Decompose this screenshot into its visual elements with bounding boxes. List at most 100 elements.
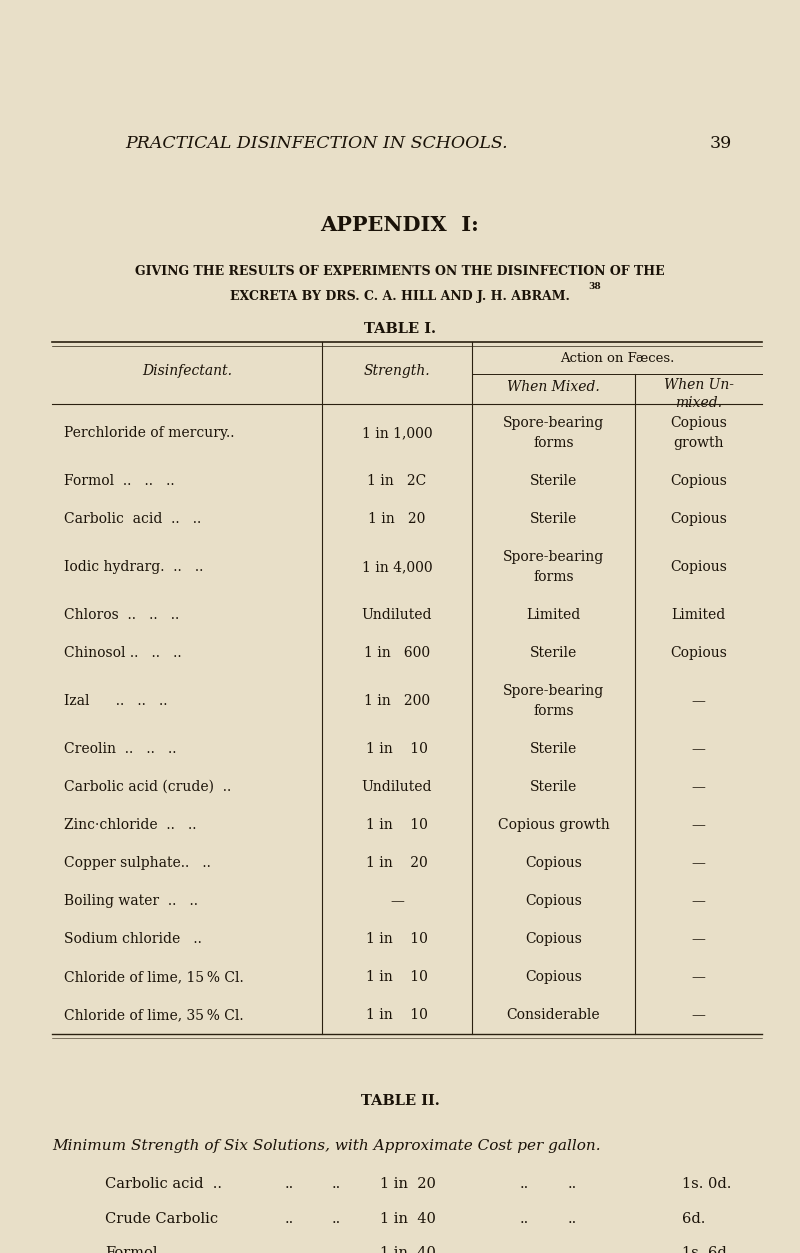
Text: ..: .. xyxy=(285,1177,294,1192)
Text: Copious: Copious xyxy=(670,560,727,574)
Text: Considerable: Considerable xyxy=(506,1007,600,1022)
Text: —: — xyxy=(691,856,706,870)
Text: ..: .. xyxy=(568,1245,578,1253)
Text: Sodium chloride   ..: Sodium chloride .. xyxy=(64,932,202,946)
Text: 1 in 1,000: 1 in 1,000 xyxy=(362,426,432,440)
Text: Carbolic acid  ..: Carbolic acid .. xyxy=(105,1177,222,1192)
Text: —: — xyxy=(691,893,706,908)
Text: APPENDIX  I:: APPENDIX I: xyxy=(321,216,479,236)
Text: Chloride of lime, 35 % Cl.: Chloride of lime, 35 % Cl. xyxy=(64,1007,244,1022)
Text: ..: .. xyxy=(285,1212,294,1225)
Text: When Mixed.: When Mixed. xyxy=(507,380,600,393)
Text: forms: forms xyxy=(533,570,574,584)
Text: Sterile: Sterile xyxy=(530,742,577,756)
Text: 1 in 4,000: 1 in 4,000 xyxy=(362,560,432,574)
Text: ..: .. xyxy=(285,1245,294,1253)
Text: ..: .. xyxy=(520,1177,530,1192)
Text: 1 in   600: 1 in 600 xyxy=(364,647,430,660)
Text: Crude Carbolic: Crude Carbolic xyxy=(105,1212,218,1225)
Text: Carbolic acid (crude)  ..: Carbolic acid (crude) .. xyxy=(64,781,231,794)
Text: Minimum Strength of Six Solutions, with Approximate Cost per gallon.: Minimum Strength of Six Solutions, with … xyxy=(52,1139,601,1153)
Text: ..: .. xyxy=(332,1245,342,1253)
Text: Limited: Limited xyxy=(526,608,581,621)
Text: —: — xyxy=(691,932,706,946)
Text: Chloros  ..   ..   ..: Chloros .. .. .. xyxy=(64,608,179,621)
Text: Copious: Copious xyxy=(670,474,727,487)
Text: 1 in    20: 1 in 20 xyxy=(366,856,428,870)
Text: forms: forms xyxy=(533,436,574,450)
Text: 1 in  40: 1 in 40 xyxy=(380,1212,436,1225)
Text: PRACTICAL DISINFECTION IN SCHOOLS.: PRACTICAL DISINFECTION IN SCHOOLS. xyxy=(125,135,508,152)
Text: Sterile: Sterile xyxy=(530,512,577,526)
Text: Copious: Copious xyxy=(670,512,727,526)
Text: 1 in    10: 1 in 10 xyxy=(366,818,428,832)
Text: 1s. 0d.: 1s. 0d. xyxy=(682,1177,731,1192)
Text: 1 in    10: 1 in 10 xyxy=(366,742,428,756)
Text: Strength.: Strength. xyxy=(364,365,430,378)
Text: Boiling water  ..   ..: Boiling water .. .. xyxy=(64,893,198,908)
Text: Copious: Copious xyxy=(525,970,582,984)
Text: —: — xyxy=(691,818,706,832)
Text: TABLE I.: TABLE I. xyxy=(364,322,436,336)
Text: Copious growth: Copious growth xyxy=(498,818,610,832)
Text: 1 in    10: 1 in 10 xyxy=(366,932,428,946)
Text: Iodic hydrarg.  ..   ..: Iodic hydrarg. .. .. xyxy=(64,560,203,574)
Text: —: — xyxy=(691,742,706,756)
Text: 1 in    10: 1 in 10 xyxy=(366,970,428,984)
Text: Copious: Copious xyxy=(670,647,727,660)
Text: Spore-bearing: Spore-bearing xyxy=(503,550,604,564)
Text: Chloride of lime, 15 % Cl.: Chloride of lime, 15 % Cl. xyxy=(64,970,244,984)
Text: ..: .. xyxy=(568,1212,578,1225)
Text: —: — xyxy=(691,694,706,708)
Text: Perchloride of mercury..: Perchloride of mercury.. xyxy=(64,426,234,440)
Text: ..: .. xyxy=(520,1245,530,1253)
Text: Spore-bearing: Spore-bearing xyxy=(503,416,604,430)
Text: Izal      ..   ..   ..: Izal .. .. .. xyxy=(64,694,167,708)
Text: 6d.: 6d. xyxy=(682,1212,706,1225)
Text: —: — xyxy=(691,1007,706,1022)
Text: 38: 38 xyxy=(588,282,601,291)
Text: —: — xyxy=(390,893,404,908)
Text: —: — xyxy=(691,970,706,984)
Text: 1 in  40: 1 in 40 xyxy=(380,1245,436,1253)
Text: Creolin  ..   ..   ..: Creolin .. .. .. xyxy=(64,742,177,756)
Text: 1 in    10: 1 in 10 xyxy=(366,1007,428,1022)
Text: GIVING THE RESULTS OF EXPERIMENTS ON THE DISINFECTION OF THE: GIVING THE RESULTS OF EXPERIMENTS ON THE… xyxy=(135,264,665,278)
Text: forms: forms xyxy=(533,704,574,718)
Text: Copious: Copious xyxy=(525,932,582,946)
Text: Disinfectant.: Disinfectant. xyxy=(142,365,232,378)
Text: Undiluted: Undiluted xyxy=(362,781,432,794)
Text: 39: 39 xyxy=(710,135,732,152)
Text: ..: .. xyxy=(332,1212,342,1225)
Text: Zinc·chloride  ..   ..: Zinc·chloride .. .. xyxy=(64,818,197,832)
Text: growth: growth xyxy=(674,436,724,450)
Text: 1 in   20: 1 in 20 xyxy=(368,512,426,526)
Text: Carbolic  acid  ..   ..: Carbolic acid .. .. xyxy=(64,512,202,526)
Text: When Un-: When Un- xyxy=(663,378,734,392)
Text: Copious: Copious xyxy=(670,416,727,430)
Text: 1 in  20: 1 in 20 xyxy=(380,1177,436,1192)
Text: 1 in   2C: 1 in 2C xyxy=(367,474,426,487)
Text: Chinosol ..   ..   ..: Chinosol .. .. .. xyxy=(64,647,182,660)
Text: —: — xyxy=(691,781,706,794)
Text: ..: .. xyxy=(568,1177,578,1192)
Text: EXCRETA BY DRS. C. A. HILL AND J. H. ABRAM.: EXCRETA BY DRS. C. A. HILL AND J. H. ABR… xyxy=(230,289,570,303)
Text: Limited: Limited xyxy=(671,608,726,621)
Text: ..: .. xyxy=(520,1212,530,1225)
Text: 1s. 6d.: 1s. 6d. xyxy=(682,1245,731,1253)
Text: TABLE II.: TABLE II. xyxy=(361,1094,439,1108)
Text: Sterile: Sterile xyxy=(530,647,577,660)
Text: Formol: Formol xyxy=(105,1245,158,1253)
Text: ..: .. xyxy=(332,1177,342,1192)
Text: Formol  ..   ..   ..: Formol .. .. .. xyxy=(64,474,174,487)
Text: Copper sulphate..   ..: Copper sulphate.. .. xyxy=(64,856,211,870)
Text: Action on Fæces.: Action on Fæces. xyxy=(560,352,674,365)
Text: mixed.: mixed. xyxy=(675,396,722,410)
Text: Spore-bearing: Spore-bearing xyxy=(503,684,604,698)
Text: Undiluted: Undiluted xyxy=(362,608,432,621)
Text: Copious: Copious xyxy=(525,893,582,908)
Text: Sterile: Sterile xyxy=(530,474,577,487)
Text: 1 in   200: 1 in 200 xyxy=(364,694,430,708)
Text: Copious: Copious xyxy=(525,856,582,870)
Text: Sterile: Sterile xyxy=(530,781,577,794)
